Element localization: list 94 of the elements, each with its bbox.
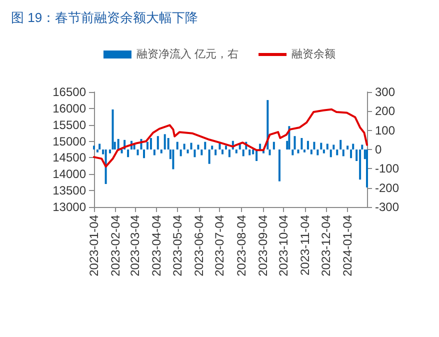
bar: [310, 150, 312, 154]
x-tick-label: 2023-02-04: [108, 214, 123, 276]
bar: [326, 144, 328, 150]
bar: [172, 150, 174, 170]
bar: [183, 144, 186, 150]
bar: [316, 150, 319, 156]
bar: [150, 138, 152, 150]
bar: [160, 150, 162, 154]
bar: [350, 150, 352, 158]
x-tick-label: 2023-03-04: [128, 214, 142, 276]
bar: [248, 150, 251, 156]
x-tick-label: 2023-12-04: [319, 214, 334, 276]
bar: [117, 138, 120, 150]
bar: [156, 136, 159, 150]
bar: [306, 140, 309, 150]
bar: [294, 136, 296, 150]
bar: [346, 146, 349, 150]
y-tick-label: 15500: [52, 118, 86, 132]
bar: [320, 142, 322, 150]
bar: [211, 146, 214, 150]
bar: [359, 150, 362, 180]
legend-label: 融资净流入 亿元，右: [136, 48, 239, 60]
bar: [330, 150, 332, 158]
bar: [222, 150, 224, 154]
bar: [96, 150, 98, 152]
bar: [120, 150, 123, 154]
x-tick-label: 2023-08-04: [234, 214, 248, 276]
chart-title: 图 19：春节前融资余额大幅下降: [11, 10, 198, 25]
bar: [278, 150, 280, 182]
bar: [224, 146, 227, 150]
bar: [112, 109, 114, 150]
y-tick-label: 15000: [52, 134, 86, 148]
bar: [361, 144, 364, 150]
bar: [268, 150, 271, 156]
bar: [352, 144, 354, 150]
bar: [108, 150, 111, 154]
bar: [197, 144, 200, 150]
x-tick-label: 2023-04-04: [150, 214, 164, 276]
bar: [214, 150, 217, 156]
y-tick-label: 13000: [52, 200, 86, 214]
bar: [98, 144, 101, 150]
x-tick-label: 2023-01-04: [87, 214, 101, 276]
y2-tick-label: 0: [375, 142, 382, 156]
y-tick-label: 16000: [52, 101, 86, 116]
bar: [272, 142, 275, 150]
bar: [146, 142, 148, 150]
bar: [194, 150, 196, 158]
bar: [242, 150, 244, 156]
bar: [143, 150, 146, 158]
y2-tick-label: 200: [375, 104, 396, 118]
x-tick-label: 2023-07-04: [212, 214, 227, 276]
x-tick-label: 2023-06-04: [192, 214, 206, 276]
x-tick-label: 2023-09-04: [256, 214, 270, 276]
x-tick-label: 2023-11-04: [298, 214, 312, 276]
bar: [208, 150, 210, 164]
y-tick-label: 13500: [52, 184, 86, 198]
bar: [366, 150, 368, 188]
legend-label: 融资余额: [292, 48, 336, 60]
x-tick-label: 2023-05-04: [170, 214, 184, 276]
bar: [303, 150, 306, 152]
bar: [300, 138, 303, 150]
bar: [93, 146, 95, 150]
bar: [190, 142, 192, 150]
bar: [180, 150, 182, 156]
bar: [336, 150, 338, 156]
y2-tick-label: -200: [375, 180, 400, 195]
bar: [292, 150, 294, 156]
y2-tick-label: 100: [375, 123, 396, 138]
bar: [297, 150, 300, 154]
bar: [153, 150, 156, 156]
y-tick-label: 16500: [52, 85, 86, 99]
x-tick-label: 2023-10-04: [276, 214, 291, 276]
bar: [200, 150, 203, 156]
y2-tick-label: 300: [375, 85, 396, 99]
bar: [322, 150, 325, 154]
y2-tick-label: -100: [375, 162, 400, 176]
bar: [204, 142, 206, 150]
bar: [235, 150, 238, 154]
bar: [340, 140, 342, 150]
bar: [332, 144, 335, 150]
x-tick-label: 2024-01-04: [340, 214, 355, 276]
bar: [167, 138, 170, 150]
line-series: [93, 108, 368, 168]
bar: [164, 134, 166, 150]
y-tick-label: 14000: [52, 167, 86, 182]
bar: [136, 150, 139, 156]
y2-tick-label: -300: [375, 200, 400, 214]
bar: [104, 150, 107, 184]
bar: [176, 142, 178, 150]
y-tick-label: 14500: [52, 150, 86, 165]
bar: [313, 142, 316, 150]
bar: [186, 150, 189, 154]
bar: [228, 150, 230, 158]
bar: [342, 150, 344, 156]
